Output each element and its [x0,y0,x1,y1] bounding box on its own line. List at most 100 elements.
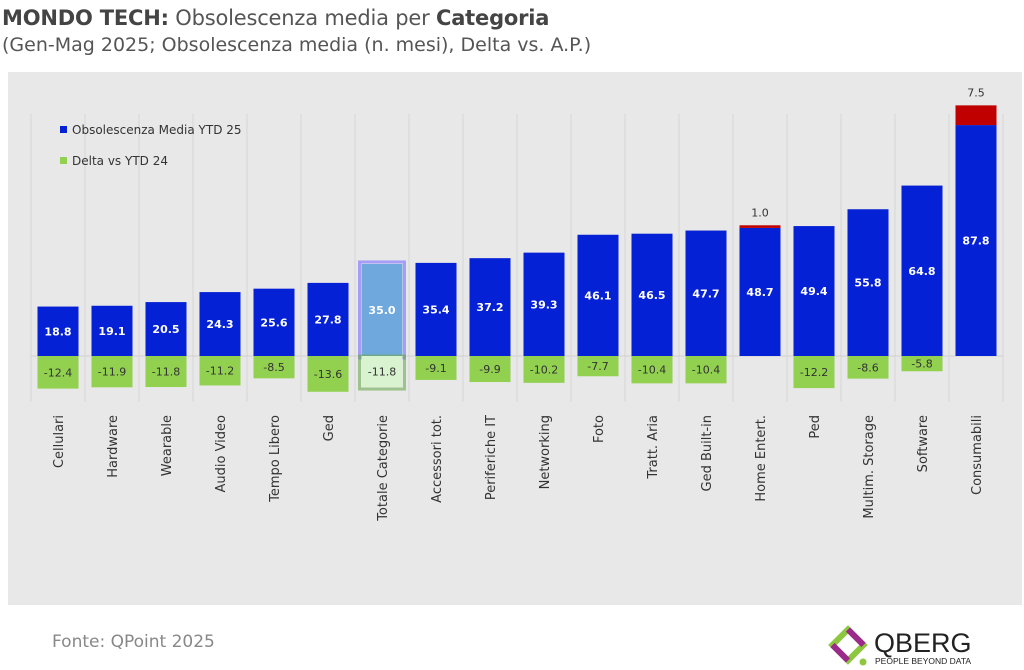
delta-value-label: -13.6 [314,368,342,381]
category-label: Accessori tot. [430,415,445,503]
bar-delta [631,356,673,384]
category-label: Ged Built-in [700,415,715,491]
bar-value-label: 24.3 [206,318,233,331]
delta-value-label: -5.8 [911,358,932,371]
category-label: Ped [808,415,823,439]
bar-delta [577,356,619,377]
legend-label-delta: Delta vs YTD 24 [72,154,168,168]
bar-value-label: 27.8 [314,313,341,326]
legend-label-obsolescenza: Obsolescenza Media YTD 25 [72,123,242,137]
delta-value-label: -12.4 [44,366,72,379]
bar-delta [415,356,457,380]
delta-value-label: -12.2 [800,366,828,379]
category-label: Audio Video [214,415,229,493]
bar-delta [199,356,241,386]
bar-value-label: 35.0 [368,304,395,317]
plot-area: 18.8 -12.4 Cellulari 19.1 -11.9 Hardware 20.5 -… [8,72,1022,605]
delta-value-label: -8.5 [263,361,284,374]
category-label: Hardware [106,415,121,478]
category-label: Foto [592,415,607,443]
bar-obsolescenza [739,227,781,356]
category-label: Multim. Storage [862,415,877,519]
chart-title: MONDO TECH: Obsolescenza media per Categ… [2,6,550,30]
delta-value-label: 7.5 [967,86,985,99]
chart-subtitle: (Gen-Mag 2025; Obsolescenza media (n. me… [2,34,592,56]
legend-swatch-obsolescenza [60,126,67,133]
category-label: Tratt. Aria [646,415,661,480]
bar-obsolescenza [901,185,943,356]
bar-obsolescenza [91,305,133,356]
category-label: Tempo Libero [268,415,283,503]
delta-value-label: 1.0 [751,206,769,219]
delta-value-label: -11.8 [152,366,180,379]
bar-delta-positive [955,105,997,126]
bar-value-label: 46.5 [638,289,665,302]
delta-value-label: -9.9 [479,363,500,376]
bar-value-label: 18.8 [44,325,71,338]
bar-obsolescenza [199,292,241,356]
bar-value-label: 64.8 [908,265,935,278]
bar-obsolescenza [685,230,727,356]
legend-swatch-delta [60,157,67,164]
bar-delta [361,356,403,388]
delta-value-label: -11.2 [206,365,234,378]
svg-text:QBERG: QBERG [874,628,972,658]
bar-value-label: 19.1 [98,325,125,338]
bar-obsolescenza [793,226,835,356]
bar-obsolescenza [523,252,565,356]
bar-obsolescenza [307,282,349,356]
bar-delta [37,356,79,389]
bar-obsolescenza [469,258,511,356]
delta-value-label: -7.7 [587,360,608,373]
delta-value-label: -11.8 [368,366,396,379]
bar-delta [685,356,727,384]
bar-delta [793,356,835,389]
bar-value-label: 48.7 [746,286,773,299]
bar-value-label: 46.1 [584,289,611,302]
bar-delta [145,356,187,388]
category-label: Wearable [160,415,175,476]
bar-delta [253,356,295,379]
bar-obsolescenza [955,125,997,356]
bar-obsolescenza [145,302,187,356]
bar-obsolescenza [631,233,673,356]
bar-obsolescenza [847,209,889,356]
category-label: Consumabili [970,415,985,495]
bar-obsolescenza [415,262,457,356]
delta-value-label: -10.4 [638,364,666,377]
bar-value-label: 87.8 [962,235,989,248]
bar-obsolescenza [253,288,295,356]
bar-delta-positive [739,225,781,228]
delta-value-label: -10.4 [692,364,720,377]
category-label: Periferiche IT [484,415,499,500]
bar-value-label: 20.5 [152,323,179,336]
bar-obsolescenza [361,263,403,356]
bar-chart: 18.8 -12.4 Cellulari 19.1 -11.9 Hardware 20.5 -… [30,86,1004,522]
svg-text:PEOPLE BEYOND DATA: PEOPLE BEYOND DATA [875,656,971,666]
source-note: Fonte: QPoint 2025 [52,632,215,652]
category-label: Ged [322,415,337,441]
bar-obsolescenza [37,306,79,356]
bar-value-label: 47.7 [692,287,719,300]
bar-delta [523,356,565,383]
category-label: Totale Categorie [376,415,391,522]
category-label: Networking [538,415,553,489]
delta-value-label: -11.9 [98,366,126,379]
bar-value-label: 49.4 [800,285,827,298]
delta-value-label: -9.1 [425,362,446,375]
bar-value-label: 39.3 [530,298,557,311]
bar-value-label: 55.8 [854,277,881,290]
category-label: Home Entert. [754,415,769,502]
bar-value-label: 35.4 [422,303,449,316]
bar-delta [307,356,349,392]
bar-obsolescenza [577,234,619,356]
bar-delta [91,356,133,388]
bar-delta [847,356,889,379]
bar-value-label: 25.6 [260,316,287,329]
delta-value-label: -8.6 [857,361,878,374]
bar-value-label: 37.2 [476,301,503,314]
category-label: Software [916,415,931,472]
bar-delta [469,356,511,383]
bar-delta [901,356,943,372]
category-label: Cellulari [52,415,67,468]
